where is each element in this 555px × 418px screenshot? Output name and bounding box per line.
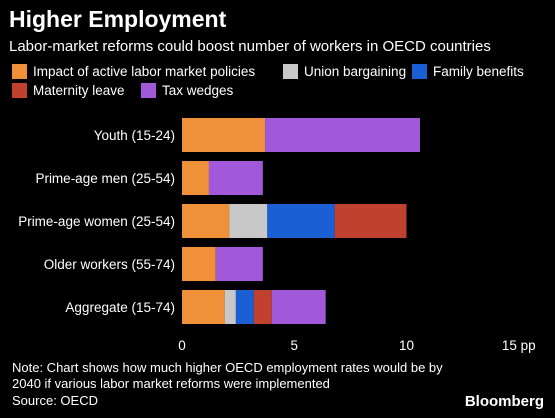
legend-label: Family benefits	[433, 64, 524, 79]
legend-swatch	[12, 64, 27, 79]
chart-title: Higher Employment	[9, 6, 227, 32]
chart-subtitle: Labor-market reforms could boost number …	[9, 38, 491, 55]
legend-swatch	[412, 64, 427, 79]
bloomberg-logo: Bloomberg	[464, 393, 544, 410]
legend-label: Union bargaining	[304, 64, 407, 79]
x-tick-label: 5	[290, 338, 298, 353]
legend-item-maternity-leave: Maternity leave	[12, 83, 125, 98]
legend-label: Impact of active labor market policies	[33, 64, 256, 79]
legend-swatch	[283, 64, 298, 79]
legend-swatch	[141, 83, 156, 98]
category-label: Older workers (55-74)	[44, 257, 175, 272]
bar-segment	[267, 204, 335, 238]
category-label: Aggregate (15-74)	[65, 300, 175, 315]
bar-segment	[235, 290, 254, 324]
category-label: Youth (15-24)	[94, 128, 175, 143]
legend-label: Maternity leave	[33, 83, 125, 98]
bar-segment	[182, 247, 216, 281]
bar-segment	[224, 290, 236, 324]
bar-chart: Youth (15-24) Prime-age men (25-54) Prime-…	[18, 118, 536, 353]
x-tick-label: 10	[399, 338, 414, 353]
bar-segment	[253, 290, 272, 324]
bar-segment	[265, 118, 420, 152]
bar-segment	[334, 204, 407, 238]
legend-label: Tax wedges	[162, 83, 234, 98]
legend-item-active-labor: Impact of active labor market policies	[12, 64, 255, 79]
legend-swatch	[12, 83, 27, 98]
bar-segment	[182, 161, 209, 195]
bar-segment	[182, 118, 266, 152]
category-label: Prime-age men (25-54)	[35, 171, 175, 186]
legend-item-union-bargaining: Union bargaining	[283, 64, 406, 79]
legend-item-tax-wedges: Tax wedges	[141, 83, 233, 98]
bar-segment	[215, 247, 263, 281]
chart-source: Source: OECD	[12, 393, 98, 408]
bar-segment	[271, 290, 326, 324]
bar-segment	[182, 290, 225, 324]
chart-note: Note: Chart shows how much higher OECD e…	[12, 360, 443, 391]
x-tick-label: 0	[178, 338, 186, 353]
bar-segment	[229, 204, 268, 238]
bar-segment	[208, 161, 263, 195]
category-label: Prime-age women (25-54)	[18, 214, 175, 229]
bar-segment	[182, 204, 230, 238]
x-tick-label: 15 pp	[502, 338, 536, 353]
legend-item-family-benefits: Family benefits	[412, 64, 524, 79]
